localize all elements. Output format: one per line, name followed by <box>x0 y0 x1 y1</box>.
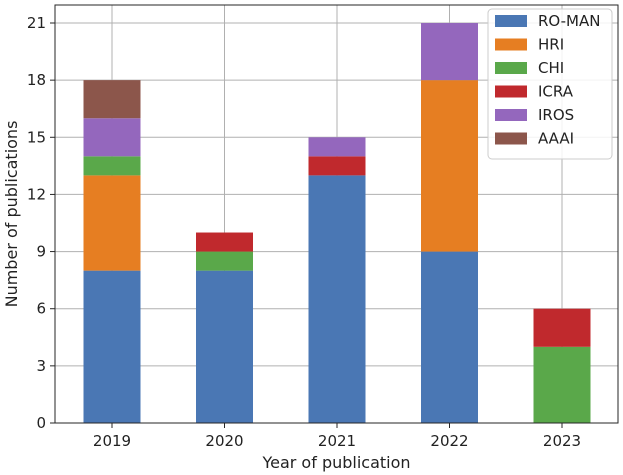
y-tick-label: 6 <box>36 300 46 318</box>
legend-label-ro-man: RO-MAN <box>538 12 600 30</box>
bar-segment-aaai-2019 <box>83 80 141 119</box>
bar-segment-chi-2023 <box>533 346 591 423</box>
y-tick-label: 18 <box>27 71 46 89</box>
bar-segment-iros-2019 <box>83 118 141 157</box>
legend-swatch-hri <box>495 38 527 51</box>
legend-swatch-chi <box>495 62 527 74</box>
legend-label-icra: ICRA <box>538 83 574 101</box>
y-tick-label: 0 <box>36 414 46 432</box>
x-tick-label: 2023 <box>543 432 581 450</box>
y-axis-title: Number of publications <box>2 121 21 308</box>
legend-label-aaai: AAAI <box>538 130 574 148</box>
bar-segment-icra-2020 <box>196 232 253 252</box>
legend-label-iros: IROS <box>538 106 574 124</box>
x-tick-label: 2021 <box>318 432 356 450</box>
legend: RO-MAN HRI CHI ICRA IROS AAAI <box>487 8 613 160</box>
bar-segment-ro-man-2020 <box>196 270 253 423</box>
y-tick-label: 3 <box>36 357 46 375</box>
legend-label-chi: CHI <box>538 59 564 77</box>
x-axis: 2019 2020 2021 2022 2023 <box>93 423 581 450</box>
legend-swatch-icra <box>495 85 527 98</box>
bar-segment-ro-man-2021 <box>308 175 366 423</box>
y-tick-label: 15 <box>27 128 46 146</box>
x-tick-label: 2019 <box>93 432 131 450</box>
bar-segment-icra-2023 <box>533 308 591 347</box>
bar-segment-chi-2019 <box>83 156 141 176</box>
bar-segment-hri-2022 <box>421 80 478 252</box>
y-tick-label: 12 <box>27 185 46 203</box>
x-tick-label: 2022 <box>430 432 468 450</box>
bar-segment-iros-2021 <box>308 137 366 157</box>
bar-segment-hri-2019 <box>83 175 141 271</box>
legend-label-hri: HRI <box>538 36 564 54</box>
y-tick-label: 9 <box>36 243 46 261</box>
bar-segment-iros-2022 <box>421 23 478 81</box>
bars-layer <box>83 23 591 423</box>
y-axis: 0 3 6 9 12 15 18 21 <box>27 14 55 432</box>
bar-segment-ro-man-2022 <box>421 251 478 423</box>
x-axis-title: Year of publication <box>261 453 410 472</box>
bar-segment-chi-2020 <box>196 251 253 271</box>
legend-swatch-iros <box>495 109 527 121</box>
legend-swatch-ro-man <box>495 15 527 27</box>
y-tick-label: 21 <box>27 14 46 32</box>
x-tick-label: 2020 <box>205 432 243 450</box>
bar-segment-ro-man-2019 <box>83 270 141 423</box>
legend-swatch-aaai <box>495 132 527 145</box>
bar-segment-icra-2021 <box>308 156 366 176</box>
